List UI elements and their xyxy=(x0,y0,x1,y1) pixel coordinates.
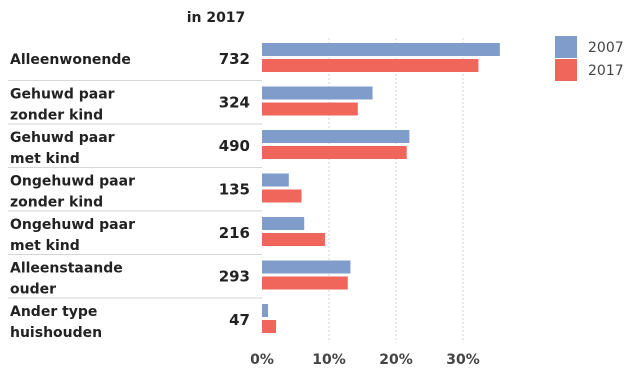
legend: 2007 2017 xyxy=(555,36,624,81)
category-label: Gehuwd paar zonder kind xyxy=(10,86,115,123)
count-label: 324 xyxy=(219,93,250,111)
x-tick-label: 20% xyxy=(379,352,413,368)
category-label: Ander type huishouden xyxy=(10,304,102,341)
bar-2017 xyxy=(262,189,302,203)
category-label-line: Gehuwd paar xyxy=(10,86,115,102)
bar-2017 xyxy=(262,233,325,246)
category-label-line: met kind xyxy=(10,151,80,167)
legend-label: 2017 xyxy=(588,63,624,79)
category-label: Gehuwd paar met kind xyxy=(10,130,115,167)
bar-2007 xyxy=(262,217,305,230)
count-label: 293 xyxy=(219,267,250,285)
x-tick-label: 10% xyxy=(312,352,346,368)
x-tick-label: 0% xyxy=(250,352,274,368)
category-label-line: Ongehuwd paar xyxy=(10,173,135,189)
category-label-line: zonder kind xyxy=(10,194,103,210)
category-label-line: Ander type xyxy=(10,304,97,320)
category-label: Ongehuwd paar met kind xyxy=(10,217,135,254)
category-label: Ongehuwd paar zonder kind xyxy=(10,173,135,210)
category-label: Alleenstaande ouder xyxy=(10,260,123,297)
count-label: 47 xyxy=(229,311,250,329)
row-separators xyxy=(8,80,262,299)
x-tick-label: 30% xyxy=(446,352,480,368)
x-axis-ticks: 0% 10% 20% 30% xyxy=(250,352,480,368)
category-label-line: zonder kind xyxy=(10,107,103,123)
category-label-line: Alleenstaande xyxy=(10,260,123,276)
grid-lines xyxy=(328,38,464,343)
legend-swatch-2017 xyxy=(555,59,577,81)
count-label: 216 xyxy=(219,224,250,242)
category-label-line: Ongehuwd paar xyxy=(10,217,135,233)
bars xyxy=(262,43,500,333)
count-label: 135 xyxy=(219,180,250,198)
legend-label: 2007 xyxy=(588,40,624,56)
category-label-line: huishouden xyxy=(10,325,102,341)
bar-2017 xyxy=(262,320,277,333)
bar-2007 xyxy=(262,173,289,187)
category-label-line: met kind xyxy=(10,238,80,254)
bar-2017 xyxy=(262,146,407,159)
bar-2017 xyxy=(262,59,479,72)
bar-2007 xyxy=(262,86,373,100)
category-label-line: ouder xyxy=(10,281,56,297)
count-labels: 732 324 490 135 216 293 47 xyxy=(219,50,250,329)
bar-2017 xyxy=(262,102,358,116)
bar-2017 xyxy=(262,276,348,290)
count-label: 490 xyxy=(219,137,250,155)
bar-2007 xyxy=(262,43,500,56)
count-label: 732 xyxy=(219,50,250,68)
bar-2007 xyxy=(262,260,351,274)
category-label: Alleenwonende xyxy=(10,52,131,68)
count-header: in 2017 xyxy=(187,10,246,26)
legend-swatch-2007 xyxy=(555,36,577,58)
category-label-line: Gehuwd paar xyxy=(10,130,115,146)
bar-2007 xyxy=(262,304,269,317)
bar-2007 xyxy=(262,130,410,143)
